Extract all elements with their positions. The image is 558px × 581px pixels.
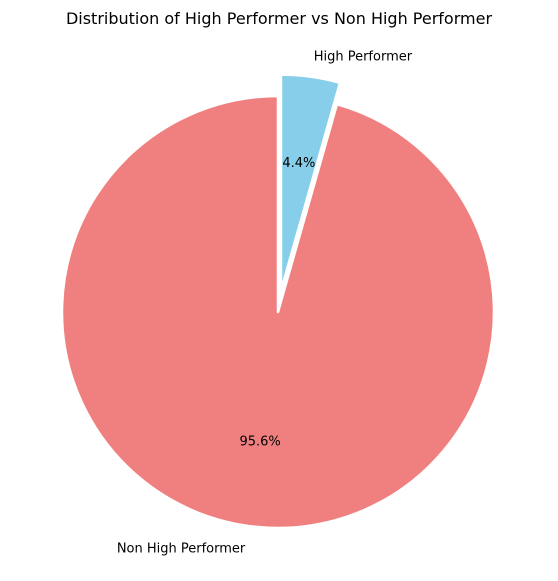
chart-title: Distribution of High Performer vs Non Hi… [66,9,492,28]
pie-category-label-high-performer: High Performer [314,49,413,64]
pie-slices [60,73,496,530]
pie-slice-non-high-performer [60,94,496,530]
pie-pct-label-non-high-performer: 95.6% [239,434,280,449]
pie-pct-label-high-performer: 4.4% [282,156,315,171]
pie-slice-high-performer [279,73,342,292]
pie-category-label-non-high-performer: Non High Performer [117,541,246,556]
pie-labels: 4.4% High Performer 95.6% Non High Performe… [117,49,413,556]
